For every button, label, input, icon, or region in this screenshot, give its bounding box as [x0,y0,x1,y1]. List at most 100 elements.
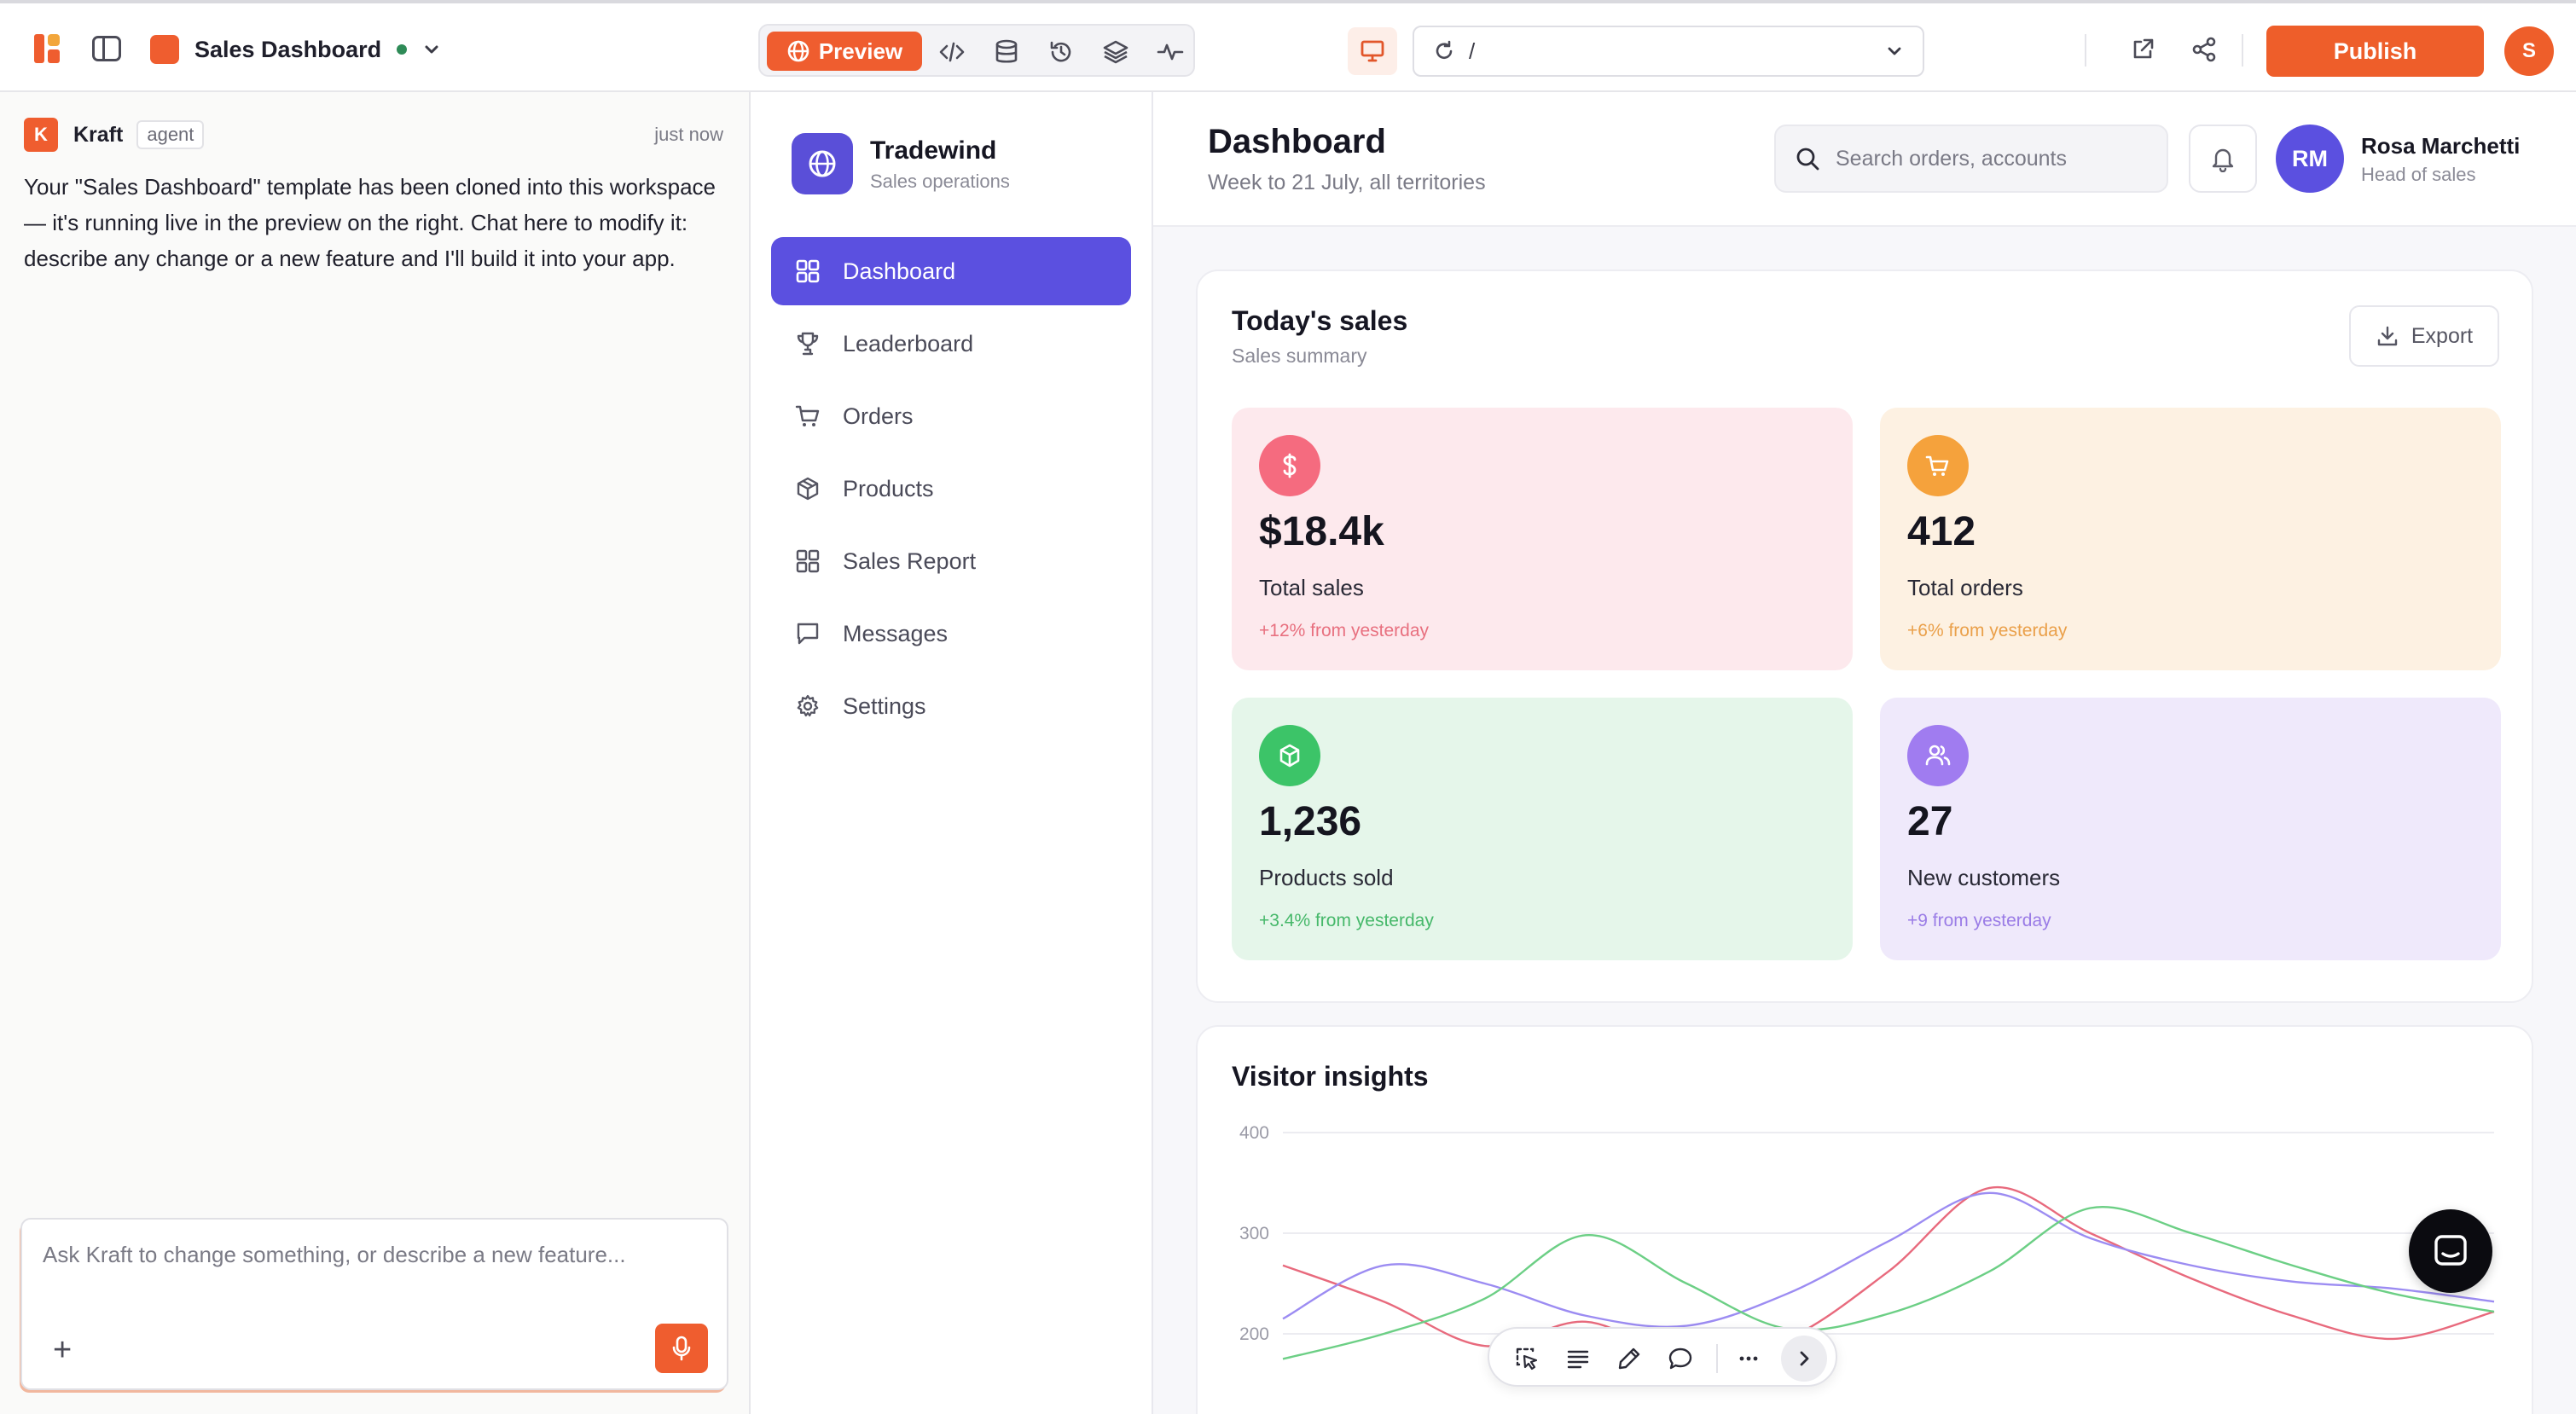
layers-icon[interactable] [1101,38,1130,67]
sidebar-item-label: Leaderboard [843,330,974,356]
agent-badge: agent [136,120,205,149]
refresh-icon[interactable] [1433,40,1455,62]
page-subtitle: Week to 21 July, all territories [1208,171,1486,194]
agent-name: Kraft [73,122,124,147]
live-status-dot [397,44,408,55]
chevron-down-icon[interactable] [1885,42,1904,61]
kraft-logo-icon[interactable] [32,32,65,65]
preview-button[interactable]: Preview [767,32,922,71]
export-button[interactable]: Export [2349,305,2499,367]
profile-avatar[interactable]: RM [2276,125,2344,193]
code-icon[interactable] [937,38,966,67]
visitor-insights-card: Visitor insights 400300200100 [1196,1025,2533,1414]
stat-value: 27 [1907,799,1953,844]
todays-sales-card: Today's sales Sales summary Export $18.4… [1196,269,2533,1003]
brand-name: Tradewind [870,136,997,165]
agent-avatar: K [24,118,58,152]
page-header: Dashboard Week to 21 July, all territori… [1153,92,2576,227]
stat-value: 412 [1907,509,1976,554]
box-icon [1259,725,1320,786]
sidebar-item-dashboard[interactable]: Dashboard [771,237,1131,305]
top-bar: Sales Dashboard Preview [0,0,2576,92]
panel-toggle-icon[interactable] [92,36,121,61]
card-title: Visitor insights [1232,1061,1429,1092]
visitor-chart: 400300200100 [1239,1123,2495,1361]
chevron-right-icon [1794,1348,1814,1369]
url-bar[interactable]: / [1413,26,1924,77]
sidebar-item-settings[interactable]: Settings [771,672,1131,740]
project-color-icon [150,35,179,64]
page-title: Dashboard [1208,123,1386,160]
stat-value: $18.4k [1259,509,1384,554]
share-icon[interactable] [2190,36,2218,63]
sidebar-item-label: Messages [843,620,949,646]
card-title: Today's sales [1232,305,1408,336]
next-button[interactable] [1781,1336,1827,1382]
sidebar-item-label: Dashboard [843,258,956,284]
search-input[interactable]: Search orders, accounts [1774,125,2168,193]
stat-label: Total orders [1907,575,2023,600]
card-subtitle: Sales summary [1232,345,1367,367]
stat-card-products-sold[interactable]: 1,236 Products sold +3.4% from yesterday [1232,698,1853,960]
stat-delta: +12% from yesterday [1259,621,1430,640]
export-label: Export [2411,323,2474,348]
notifications-button[interactable] [2189,125,2257,193]
stat-label: Total sales [1259,575,1364,600]
grid-icon [793,257,822,286]
chat-widget-button[interactable] [2409,1209,2492,1293]
composer-placeholder[interactable]: Ask Kraft to change something, or descri… [43,1242,626,1267]
y-tick-label: 200 [1239,1324,1269,1344]
sidebar-item-orders[interactable]: Orders [771,382,1131,450]
mic-icon [670,1336,693,1361]
chat-widget-icon [2431,1231,2470,1271]
chat-pane: K Kraft agent just now Your "Sales Dashb… [0,92,751,1414]
y-tick-label: 400 [1239,1123,1269,1143]
publish-button[interactable]: Publish [2266,26,2484,77]
stat-delta: +9 from yesterday [1907,911,2051,930]
brand-globe-icon[interactable] [792,133,853,194]
select-icon[interactable] [1513,1345,1540,1372]
series-line-2 [1282,1206,2495,1360]
activity-icon[interactable] [1156,38,1185,67]
comment-icon[interactable] [1667,1345,1694,1372]
series-line-1 [1282,1191,2495,1328]
add-attachment-button[interactable]: + [53,1332,73,1368]
globe-icon [786,39,810,63]
sidebar-item-messages[interactable]: Messages [771,600,1131,668]
sidebar-item-sales-report[interactable]: Sales Report [771,527,1131,595]
stat-label: New customers [1907,865,2061,890]
trophy-icon [793,329,822,358]
toolbar-divider [1716,1344,1718,1373]
text-align-icon[interactable] [1564,1345,1592,1372]
sidebar-item-leaderboard[interactable]: Leaderboard [771,310,1131,378]
chevron-down-icon [422,40,441,59]
database-icon[interactable] [992,38,1021,67]
pencil-icon[interactable] [1616,1345,1643,1372]
sidebar-item-label: Settings [843,693,926,719]
desktop-icon[interactable] [1348,27,1397,75]
project-name: Sales Dashboard [194,36,382,62]
profile-role: Head of sales [2361,164,2476,185]
mic-button[interactable] [655,1324,708,1373]
message-time: just now [654,124,723,145]
search-icon [1795,146,1820,171]
sidebar-item-label: Sales Report [843,548,977,574]
stat-card-total-orders[interactable]: 412 Total orders +6% from yesterday [1880,408,2501,670]
y-tick-label: 300 [1239,1224,1269,1243]
sidebar-item-products[interactable]: Products [771,455,1131,523]
grid-icon [793,547,822,576]
main-content: Dashboard Week to 21 July, all territori… [1153,92,2576,1414]
project-switcher[interactable]: Sales Dashboard [150,34,441,65]
profile-name: Rosa Marchetti [2361,133,2521,159]
stat-card-total-sales[interactable]: $18.4k Total sales +12% from yesterday [1232,408,1853,670]
chat-composer[interactable]: Ask Kraft to change something, or descri… [20,1218,728,1390]
user-avatar[interactable]: S [2504,26,2554,76]
download-icon [2376,324,2399,348]
external-link-icon[interactable] [2129,36,2156,63]
stat-card-new-customers[interactable]: 27 New customers +9 from yesterday [1880,698,2501,960]
message-icon [793,619,822,648]
users-icon [1907,725,1969,786]
more-icon[interactable] [1735,1345,1762,1372]
cart-icon [793,402,822,431]
history-icon[interactable] [1047,38,1076,67]
